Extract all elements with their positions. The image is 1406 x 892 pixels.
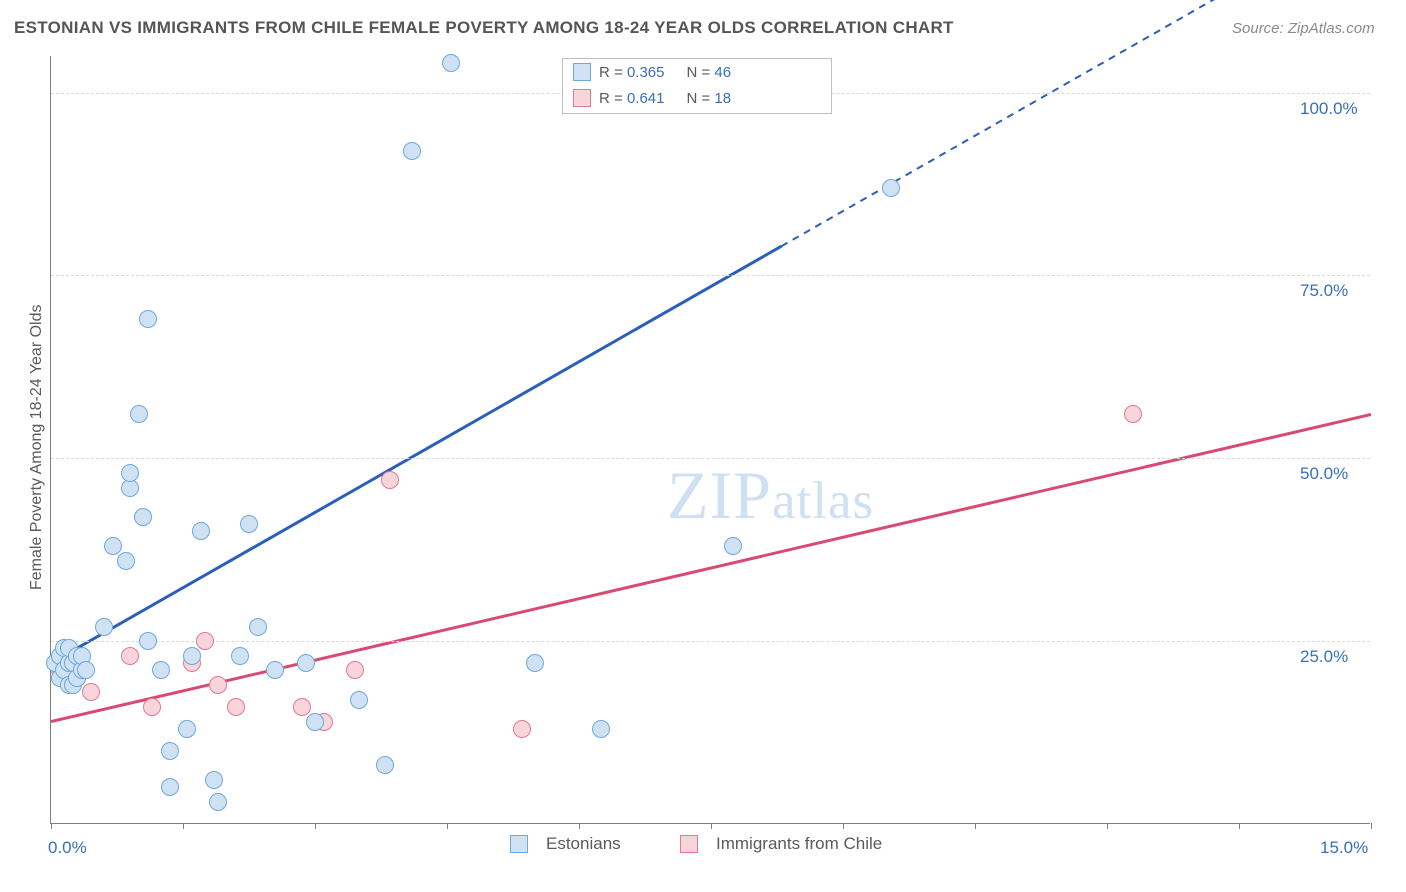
data-point-estonians xyxy=(183,647,201,665)
data-point-estonians xyxy=(442,54,460,72)
data-point-chile xyxy=(293,698,311,716)
data-point-estonians xyxy=(266,661,284,679)
x-tick xyxy=(711,823,712,829)
data-point-estonians xyxy=(161,778,179,796)
x-tick xyxy=(579,823,580,829)
data-point-estonians xyxy=(139,632,157,650)
n-label: N = xyxy=(686,90,710,107)
chart-title: ESTONIAN VS IMMIGRANTS FROM CHILE FEMALE… xyxy=(14,18,954,38)
x-tick xyxy=(1371,823,1372,829)
data-point-estonians xyxy=(152,661,170,679)
data-point-estonians xyxy=(306,713,324,731)
swatch-estonians xyxy=(573,63,591,81)
x-tick xyxy=(1107,823,1108,829)
x-tick xyxy=(843,823,844,829)
data-point-estonians xyxy=(240,515,258,533)
x-axis-origin-label: 0.0% xyxy=(48,838,87,858)
y-tick-label: 100.0% xyxy=(1300,99,1358,119)
y-tick-label: 50.0% xyxy=(1300,464,1348,484)
data-point-estonians xyxy=(104,537,122,555)
data-point-chile xyxy=(346,661,364,679)
data-point-estonians xyxy=(134,508,152,526)
data-point-chile xyxy=(209,676,227,694)
x-tick xyxy=(975,823,976,829)
bottom-legend-chile: Immigrants from Chile xyxy=(680,834,882,854)
data-point-estonians xyxy=(139,310,157,328)
n-value-chile: 18 xyxy=(714,90,731,107)
gridline-y xyxy=(51,275,1370,276)
data-point-chile xyxy=(82,683,100,701)
trend-line xyxy=(51,414,1371,721)
data-point-estonians xyxy=(231,647,249,665)
legend-row-chile: R = 0.641 N = 18 xyxy=(563,85,831,111)
data-point-estonians xyxy=(209,793,227,811)
data-point-estonians xyxy=(403,142,421,160)
watermark: ZIPatlas xyxy=(667,456,874,535)
data-point-chile xyxy=(381,471,399,489)
correlation-legend: R = 0.365 N = 46 R = 0.641 N = 18 xyxy=(562,58,832,114)
y-axis-label: Female Poverty Among 18-24 Year Olds xyxy=(28,305,46,591)
data-point-estonians xyxy=(95,618,113,636)
source-label: Source: xyxy=(1232,20,1284,37)
bottom-legend-estonians: Estonians xyxy=(510,834,621,854)
source-attribution: Source: ZipAtlas.com xyxy=(1232,20,1375,37)
data-point-estonians xyxy=(350,691,368,709)
data-point-chile xyxy=(513,720,531,738)
trend-line xyxy=(51,246,781,663)
swatch-chile xyxy=(573,89,591,107)
data-point-chile xyxy=(227,698,245,716)
y-tick-label: 25.0% xyxy=(1300,647,1348,667)
data-point-estonians xyxy=(249,618,267,636)
data-point-estonians xyxy=(178,720,196,738)
data-point-chile xyxy=(1124,405,1142,423)
data-point-estonians xyxy=(192,522,210,540)
r-label: R = xyxy=(599,64,623,81)
y-tick-label: 75.0% xyxy=(1300,281,1348,301)
watermark-b: atlas xyxy=(772,472,874,530)
data-point-estonians xyxy=(205,771,223,789)
data-point-estonians xyxy=(882,179,900,197)
x-tick xyxy=(183,823,184,829)
data-point-estonians xyxy=(117,552,135,570)
data-point-estonians xyxy=(376,756,394,774)
data-point-chile xyxy=(121,647,139,665)
swatch-estonians xyxy=(510,835,528,853)
series-label-chile: Immigrants from Chile xyxy=(716,834,882,854)
data-point-estonians xyxy=(130,405,148,423)
data-point-estonians xyxy=(161,742,179,760)
r-label: R = xyxy=(599,90,623,107)
series-label-estonians: Estonians xyxy=(546,834,621,854)
x-tick xyxy=(51,823,52,829)
data-point-chile xyxy=(196,632,214,650)
n-label: N = xyxy=(686,64,710,81)
legend-row-estonians: R = 0.365 N = 46 xyxy=(563,59,831,85)
data-point-estonians xyxy=(297,654,315,672)
data-point-estonians xyxy=(77,661,95,679)
gridline-y xyxy=(51,641,1370,642)
scatter-plot-area: ZIPatlas xyxy=(50,56,1370,824)
r-value-estonians: 0.365 xyxy=(627,64,665,81)
data-point-estonians xyxy=(526,654,544,672)
x-tick xyxy=(315,823,316,829)
n-value-estonians: 46 xyxy=(714,64,731,81)
x-tick xyxy=(447,823,448,829)
trend-lines-svg xyxy=(51,56,1371,824)
data-point-estonians xyxy=(592,720,610,738)
swatch-chile xyxy=(680,835,698,853)
data-point-estonians xyxy=(724,537,742,555)
data-point-chile xyxy=(143,698,161,716)
r-value-chile: 0.641 xyxy=(627,90,665,107)
data-point-estonians xyxy=(121,464,139,482)
x-tick xyxy=(1239,823,1240,829)
watermark-a: ZIP xyxy=(667,457,772,533)
gridline-y xyxy=(51,458,1370,459)
source-value: ZipAtlas.com xyxy=(1288,20,1375,37)
x-axis-max-label: 15.0% xyxy=(1320,838,1368,858)
